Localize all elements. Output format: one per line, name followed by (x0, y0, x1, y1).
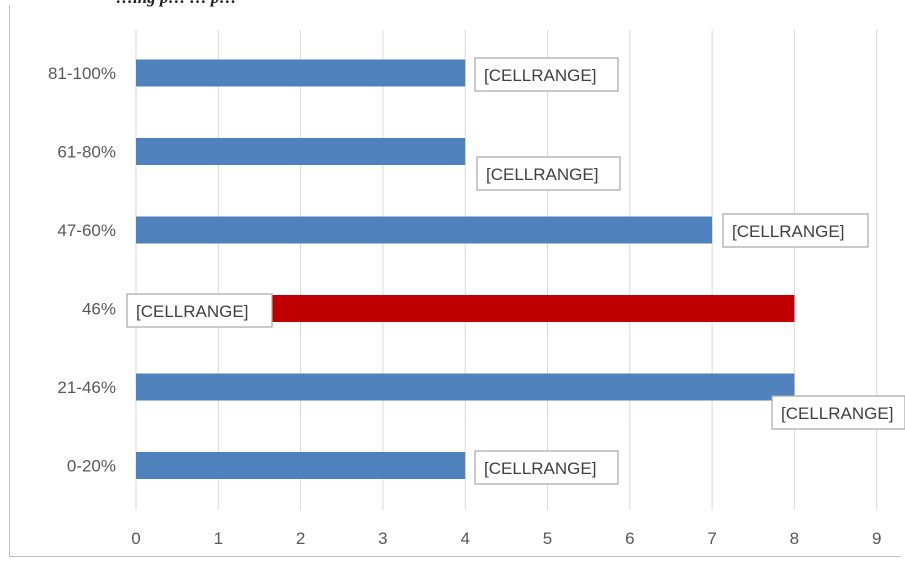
x-tick-label: 5 (543, 529, 552, 548)
data-label-box (722, 213, 869, 248)
x-tick-label: 0 (131, 529, 140, 548)
x-tick-labels: 0 1 2 3 4 5 6 7 8 9 (131, 529, 881, 548)
gridlines (135, 30, 878, 510)
data-label-text: [CELLRANGE] (136, 302, 248, 321)
data-label: [CELLRANGE] (126, 293, 273, 328)
data-label: [CELLRANGE] (474, 57, 619, 92)
bar-81-100% (136, 59, 466, 87)
category-label: 21-46% (57, 378, 116, 397)
x-tick-label: 3 (378, 529, 387, 548)
data-label-text: [CELLRANGE] (484, 66, 596, 85)
data-labels: [CELLRANGE] [CELLRANGE] [CELLRANGE] [CELLRA… (126, 57, 905, 485)
data-label-text: [CELLRANGE] (732, 222, 844, 241)
category-label: 47-60% (57, 221, 116, 240)
data-label: [CELLRANGE] (771, 395, 905, 430)
data-label-text: [CELLRANGE] (486, 165, 598, 184)
data-label: [CELLRANGE] (474, 450, 619, 485)
data-label-text: [CELLRANGE] (484, 459, 596, 478)
x-tick-label: 9 (872, 529, 881, 548)
bar-0-20% (136, 452, 466, 479)
data-label-text: [CELLRANGE] (781, 404, 893, 423)
category-label: 81-100% (48, 64, 116, 83)
x-tick-label: 2 (296, 529, 305, 548)
category-label: 46% (82, 300, 116, 319)
category-label: 61-80% (57, 143, 116, 162)
bar-21-46% (136, 373, 795, 401)
data-label-box (474, 57, 619, 92)
chart-frame (9, 5, 901, 557)
bar-47-60% (136, 216, 713, 244)
category-labels: 0-20% 21-46% 46% 47-60% 61-80% 81-100% (48, 64, 116, 476)
x-tick-label: 4 (460, 529, 469, 548)
x-tick-label: 6 (625, 529, 634, 548)
chart-caption-fragment: …ing p… … p… (116, 0, 676, 8)
data-label: [CELLRANGE] (476, 156, 621, 191)
x-tick-label: 1 (214, 529, 223, 548)
data-label-box (771, 395, 905, 430)
category-label: 0-20% (67, 457, 116, 476)
data-label: [CELLRANGE] (722, 213, 869, 248)
data-label-box (126, 293, 273, 328)
x-tick-label: 8 (790, 529, 799, 548)
data-label-box (474, 450, 619, 485)
data-label-box (476, 156, 621, 191)
x-tick-label: 7 (707, 529, 716, 548)
bar-61-80% (136, 138, 466, 165)
